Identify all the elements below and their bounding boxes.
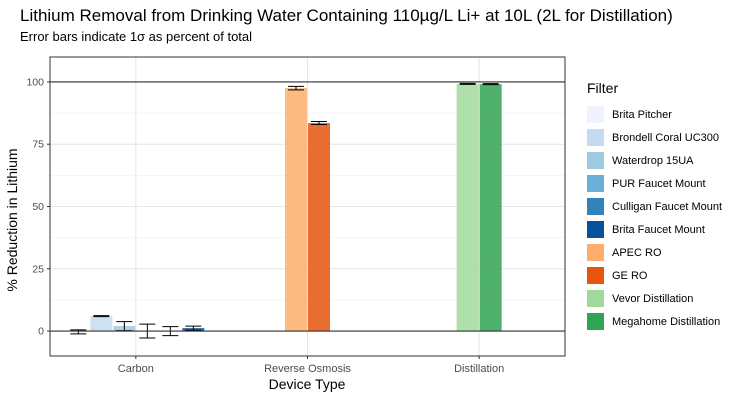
legend-key (587, 267, 604, 284)
legend-item: Culligan Faucet Mount (587, 195, 747, 218)
legend-item: PUR Faucet Mount (587, 172, 747, 195)
axes-layer: 0 25 50 75 100 Carbon Reverse Osmosis Distillat… (26, 56, 566, 375)
legend-key (587, 313, 604, 330)
legend-key (587, 175, 604, 192)
legend-label: APEC RO (612, 246, 662, 259)
legend-item: APEC RO (587, 241, 747, 264)
legend-label: Brondell Coral UC300 (612, 131, 719, 144)
legend-item: Waterdrop 15UA (587, 149, 747, 172)
legend-label: GE RO (612, 269, 648, 282)
y-tick-label: 100 (26, 76, 44, 88)
legend-item: Megahome Distillation (587, 310, 747, 333)
legend-label: Megahome Distillation (612, 315, 721, 328)
legend-title: Filter (587, 80, 619, 96)
legend-key (587, 221, 604, 238)
grid-layer (50, 57, 565, 356)
legend-key (587, 290, 604, 307)
legend-item: Vevor Distillation (587, 287, 747, 310)
legend: Filter Brita Pitcher Brondell Coral UC300… (587, 80, 747, 333)
bars-layer (67, 82, 502, 339)
x-tick-label: Reverse Osmosis (264, 363, 351, 375)
legend-item: GE RO (587, 264, 747, 287)
legend-key (587, 198, 604, 215)
legend-key (587, 244, 604, 261)
bar (90, 316, 113, 332)
legend-item: Brondell Coral UC300 (587, 126, 747, 149)
x-tick-label: Carbon (118, 363, 154, 375)
legend-key (587, 129, 604, 146)
legend-key (587, 106, 604, 123)
bar (308, 123, 330, 332)
legend-label: Waterdrop 15UA (612, 154, 694, 167)
legend-label: Culligan Faucet Mount (612, 200, 723, 213)
legend-item: Brita Faucet Mount (587, 218, 747, 241)
legend-label: Vevor Distillation (612, 292, 694, 305)
chart-subtitle: Error bars indicate 1σ as percent of tot… (20, 29, 253, 44)
legend-items: Brita Pitcher Brondell Coral UC300 Waterdr… (587, 103, 747, 333)
legend-label: Brita Pitcher (612, 108, 672, 121)
x-axis-label: Device Type (269, 376, 346, 392)
legend-item: Brita Pitcher (587, 103, 747, 126)
legend-label: PUR Faucet Mount (612, 177, 706, 190)
bar (456, 83, 479, 332)
bar (479, 84, 502, 332)
y-axis-label: % Reduction in Lithium (4, 148, 20, 291)
y-tick-label: 75 (32, 139, 44, 151)
y-tick-label: 0 (38, 326, 44, 338)
bar (285, 88, 307, 332)
y-tick-label: 50 (32, 201, 44, 213)
chart-title: Lithium Removal from Drinking Water Cont… (20, 6, 673, 25)
x-tick-label: Distillation (454, 363, 504, 375)
legend-key (587, 152, 604, 169)
y-tick-label: 25 (32, 263, 44, 275)
legend-label: Brita Faucet Mount (612, 223, 705, 236)
